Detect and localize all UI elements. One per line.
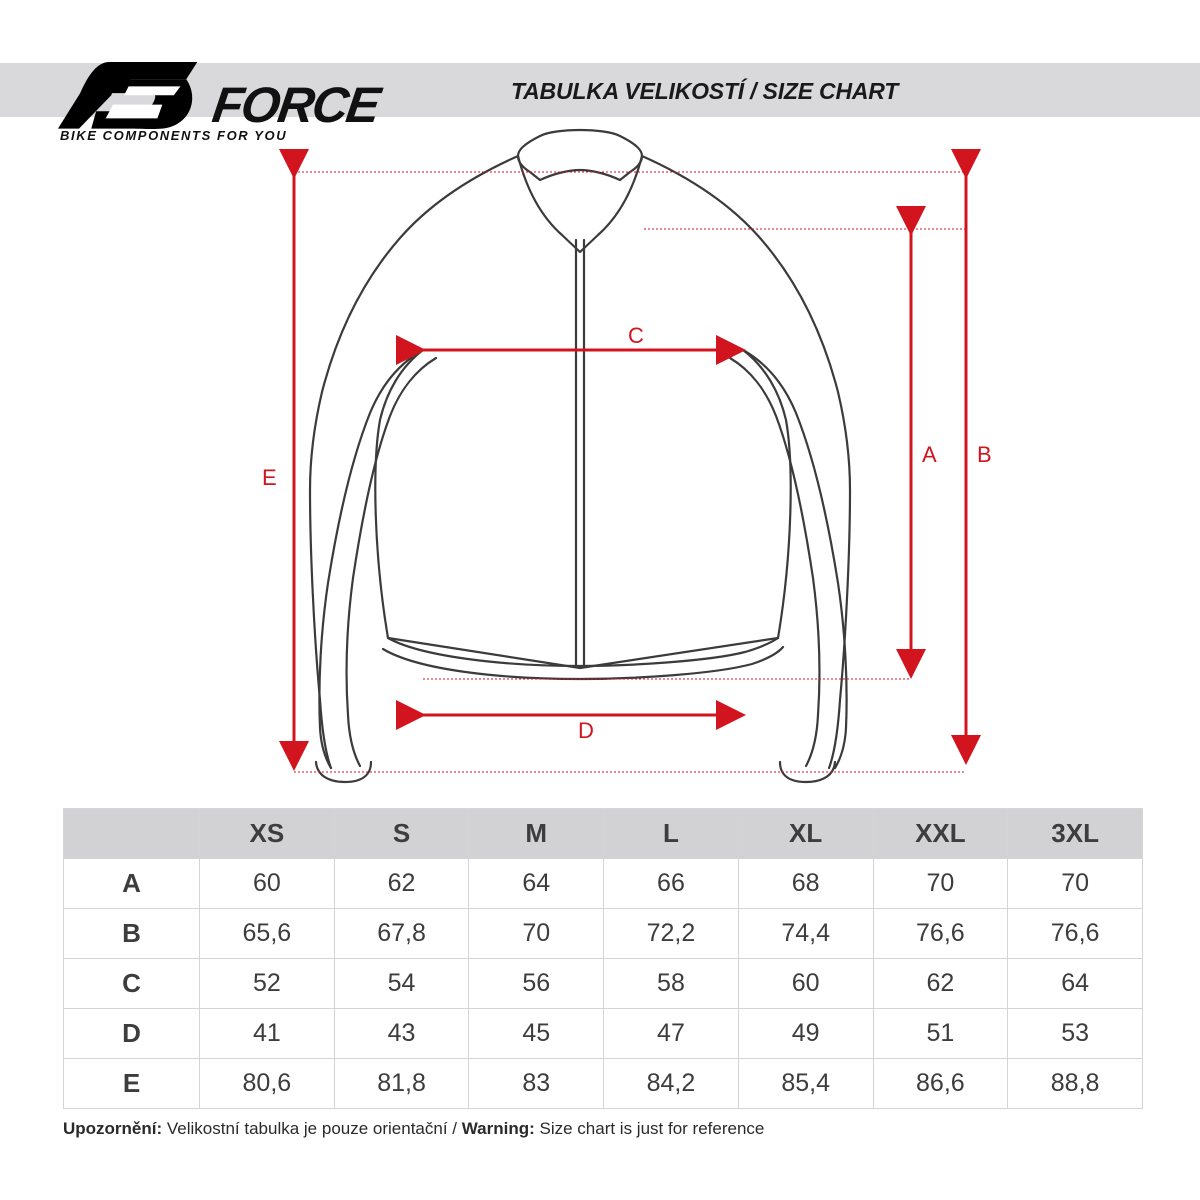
svg-text:A: A bbox=[922, 442, 937, 467]
svg-text:D: D bbox=[578, 718, 594, 743]
svg-text:B: B bbox=[977, 442, 992, 467]
svg-text:C: C bbox=[628, 323, 644, 348]
svg-text:E: E bbox=[262, 465, 277, 490]
